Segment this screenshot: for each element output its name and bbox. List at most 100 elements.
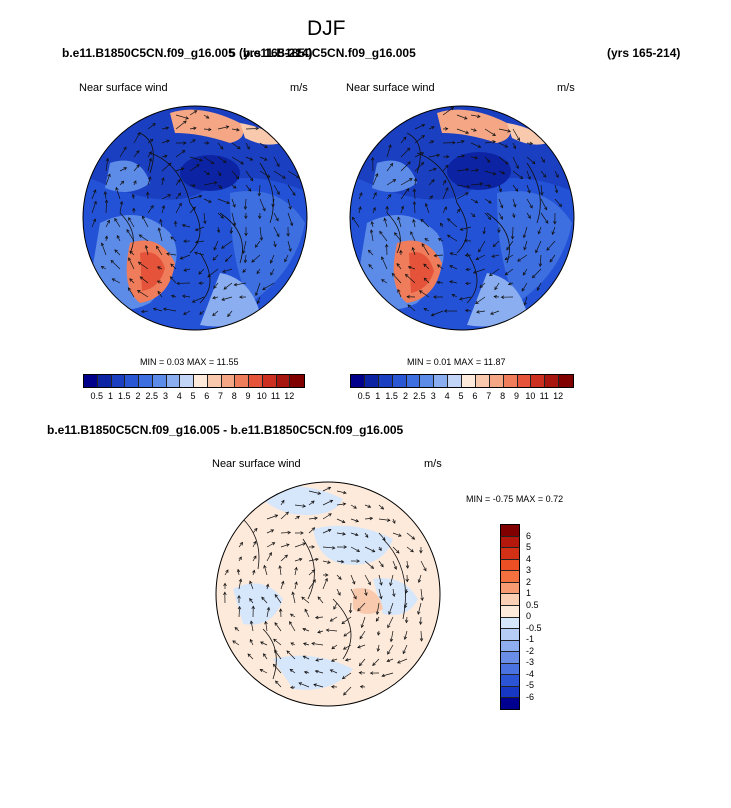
diff-max-label: MAX =	[515, 494, 544, 504]
wind-vector-head	[370, 220, 374, 225]
wind-vector	[517, 254, 528, 262]
wind-vector-head	[115, 186, 119, 191]
wind-vector-head	[373, 192, 377, 196]
colorbar-tick-label: 12	[553, 391, 564, 401]
colorbar-swatch	[545, 375, 560, 387]
wind-vector	[498, 128, 511, 132]
wind-vector	[442, 206, 447, 214]
wind-vector-head	[302, 627, 306, 632]
wind-vector	[212, 254, 219, 261]
wind-vector-head	[181, 294, 186, 298]
wind-vector	[245, 184, 252, 192]
wind-vector	[364, 504, 371, 508]
wind-vector-head	[233, 282, 238, 287]
wind-vector-head	[523, 246, 527, 251]
wind-vector	[494, 296, 500, 298]
wind-vector	[364, 517, 373, 520]
wind-vector	[442, 107, 454, 116]
wind-vector-head	[263, 157, 268, 161]
wind-vector	[270, 254, 275, 264]
wind-vector	[217, 198, 230, 204]
wind-vector	[428, 195, 433, 200]
wind-vector	[449, 265, 458, 270]
wind-vector	[225, 254, 233, 262]
wind-vector-head	[449, 252, 454, 256]
wind-vector-head	[411, 536, 416, 540]
wind-vector	[400, 206, 404, 214]
wind-vector	[212, 310, 219, 316]
wind-vector	[407, 304, 416, 312]
wind-vector-head	[262, 207, 266, 212]
wind-vector-head	[358, 671, 363, 675]
wind-vector-head	[304, 608, 308, 613]
wind-vector-head	[126, 229, 130, 233]
wind-vector	[408, 266, 416, 270]
wind-vector-head	[311, 642, 315, 646]
wind-vector-head	[257, 192, 262, 197]
wind-vector-head	[516, 137, 520, 142]
wind-vector-head	[281, 499, 285, 504]
wind-vector-head	[161, 177, 165, 181]
wind-vector-head	[258, 215, 262, 220]
wind-vector-head	[474, 156, 479, 160]
wind-vector	[259, 226, 263, 241]
wind-vector	[194, 252, 205, 256]
wind-vector-head	[329, 499, 334, 503]
wind-vector	[539, 254, 542, 267]
wind-vector-head	[266, 174, 271, 178]
wind-vector-head	[170, 236, 174, 240]
wind-vector-head	[331, 645, 335, 650]
wind-vector	[491, 254, 500, 258]
wind-vector	[189, 110, 197, 116]
wind-vector	[554, 184, 558, 193]
wind-vector-head	[423, 567, 427, 572]
wind-vector-head	[501, 171, 506, 175]
wind-vector	[175, 203, 182, 214]
wind-vector	[535, 240, 542, 253]
wind-vector-head	[338, 576, 342, 580]
colorbar-tick-label: -2	[526, 645, 535, 656]
wind-vector-head	[183, 311, 187, 315]
wind-vector-head	[223, 286, 228, 290]
wind-vector-head	[446, 218, 451, 222]
wind-vector-head	[375, 611, 380, 615]
wind-vector	[213, 282, 219, 289]
wind-vector-head	[247, 188, 252, 192]
wind-vector-head	[446, 155, 450, 159]
wind-vector	[105, 174, 111, 186]
colorbar-swatch	[501, 582, 519, 595]
wind-vector	[456, 192, 469, 200]
wind-vector-head	[128, 257, 132, 261]
wind-vector	[322, 499, 333, 506]
colorbar-tick-label: 3	[526, 565, 532, 575]
colorbar-tick-label: 2.5	[413, 391, 426, 401]
wind-vector-head	[243, 259, 248, 264]
wind-vector-head	[138, 234, 143, 238]
panel1-polar-map	[82, 105, 308, 331]
wind-vector	[158, 228, 163, 242]
wind-vector	[378, 574, 382, 586]
wind-vector-head	[464, 281, 469, 286]
wind-vector-head	[223, 159, 227, 163]
wind-vector-head	[278, 565, 282, 569]
wind-vector	[400, 188, 410, 200]
wind-vector	[456, 128, 469, 134]
wind-vector	[413, 219, 416, 228]
colorbar-swatch	[221, 375, 236, 387]
wind-vector-head	[356, 559, 360, 563]
wind-vector-head	[406, 147, 411, 152]
wind-vector	[412, 247, 416, 256]
wind-vector	[400, 178, 413, 186]
wind-vector-head	[369, 516, 374, 521]
wind-vector-head	[254, 292, 259, 297]
wind-vector	[238, 556, 242, 562]
wind-vector-head	[535, 249, 539, 254]
wind-vector-head	[296, 515, 300, 520]
wind-vector-head	[100, 242, 105, 247]
colorbar-swatch	[501, 652, 519, 664]
panel2-colorbar	[350, 374, 574, 388]
wind-vector	[139, 234, 149, 242]
wind-vector-head	[244, 215, 248, 220]
wind-vector-head	[487, 184, 492, 188]
wind-vector-head	[194, 240, 199, 244]
